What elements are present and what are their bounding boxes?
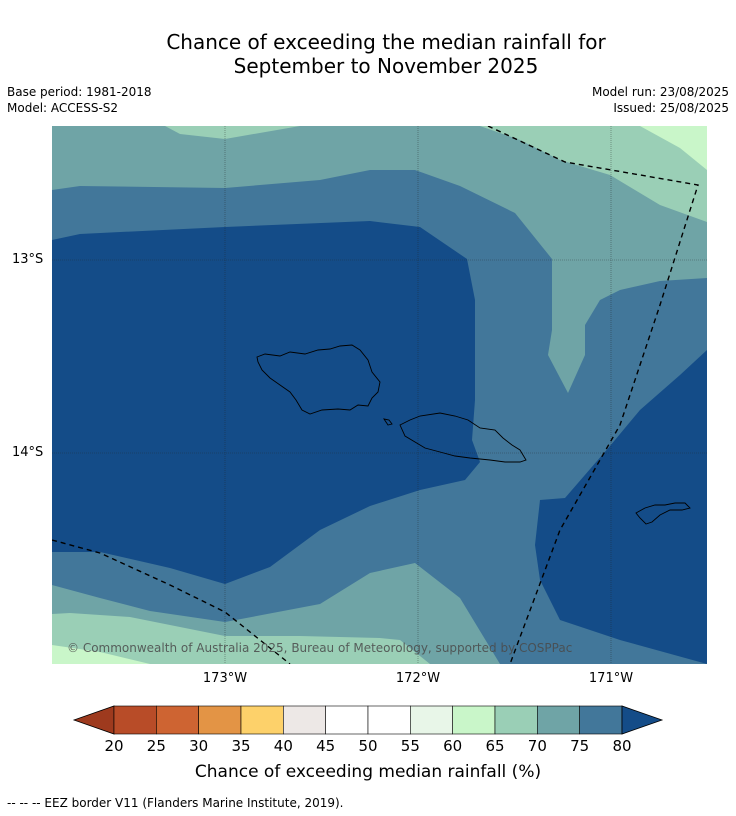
lon-label-173w: 173°W [202, 671, 248, 686]
lon-label-171w: 171°W [588, 671, 634, 686]
colorbar-swatch-60-65 [452, 705, 496, 735]
colorbar-swatch-35-40 [240, 705, 284, 735]
colorbar-tick-25: 25 [146, 737, 166, 755]
colorbar-label: Chance of exceeding median rainfall (%) [194, 762, 542, 782]
title-line-2: September to November 2025 [233, 54, 539, 78]
eez-border [52, 126, 699, 664]
eez-border-southwest [52, 539, 291, 664]
colorbar-tick-80: 80 [612, 737, 632, 755]
tutuila-island [635, 502, 691, 525]
graticule [52, 126, 707, 664]
savaii-island [256, 344, 381, 415]
colorbar-swatch-75-80 [579, 705, 623, 735]
contour-80-west [52, 221, 480, 584]
colorbar-tick-70: 70 [527, 737, 547, 755]
colorbar-swatch-45-50 [325, 705, 369, 735]
contour-60-65-bottom [52, 645, 150, 664]
lat-label-13s: 13°S [12, 252, 44, 267]
colorbar-tick-50: 50 [358, 737, 378, 755]
map-contours [52, 126, 707, 664]
colorbar-swatch-50-55 [367, 705, 411, 735]
eez-border-north [487, 126, 699, 664]
eez-footnote: -- -- -- EEZ border V11 (Flanders Marine… [7, 796, 344, 810]
contour-60-65-top [640, 126, 707, 170]
colorbar-swatch-20-25 [113, 705, 157, 735]
title-line-1: Chance of exceeding the median rainfall … [166, 30, 606, 54]
upolu-island [399, 412, 527, 463]
contour-65-70-bottom [52, 613, 430, 664]
colorbar-swatch-55-60 [410, 705, 453, 735]
colorbar-tick-45: 45 [316, 737, 336, 755]
colorbar-swatch-30-35 [198, 705, 242, 735]
contour-80-east [535, 350, 707, 664]
colorbar-tick-60: 60 [443, 737, 463, 755]
lon-label-172w: 172°W [395, 671, 441, 686]
colorbar-extend-high [621, 705, 664, 735]
colorbar-swatch-70-75 [537, 705, 580, 735]
model-name: Model: ACCESS-S2 [7, 101, 119, 115]
islands [256, 344, 691, 525]
colorbar-tick-55: 55 [400, 737, 420, 755]
contour-65-70-top [165, 126, 707, 222]
colorbar-tick-30: 30 [189, 737, 209, 755]
map-title: Chance of exceeding the median rainfall … [0, 30, 736, 78]
lat-label-14s: 14°S [12, 445, 44, 460]
colorbar-extend-low [72, 705, 115, 735]
meta-left: Base period: 1981-2018 Model: ACCESS-S2 [7, 84, 152, 116]
colorbar-swatch-40-45 [283, 705, 326, 735]
base-period: Base period: 1981-2018 [7, 85, 152, 99]
colorbar-tick-20: 20 [104, 737, 124, 755]
manono-island [383, 418, 393, 426]
colorbar-swatch-25-30 [156, 705, 199, 735]
meta-right: Model run: 23/08/2025 Issued: 25/08/2025 [592, 84, 729, 116]
colorbar-tick-65: 65 [485, 737, 505, 755]
colorbar-tick-75: 75 [570, 737, 590, 755]
colorbar-swatch-65-70 [494, 705, 538, 735]
model-run: Model run: 23/08/2025 [591, 85, 729, 99]
copyright-notice: © Commonwealth of Australia 2025, Bureau… [67, 641, 573, 655]
colorbar-tick-35: 35 [231, 737, 251, 755]
colorbar-tick-40: 40 [273, 737, 293, 755]
issued-date: Issued: 25/08/2025 [613, 101, 729, 115]
colorbar [72, 705, 664, 735]
